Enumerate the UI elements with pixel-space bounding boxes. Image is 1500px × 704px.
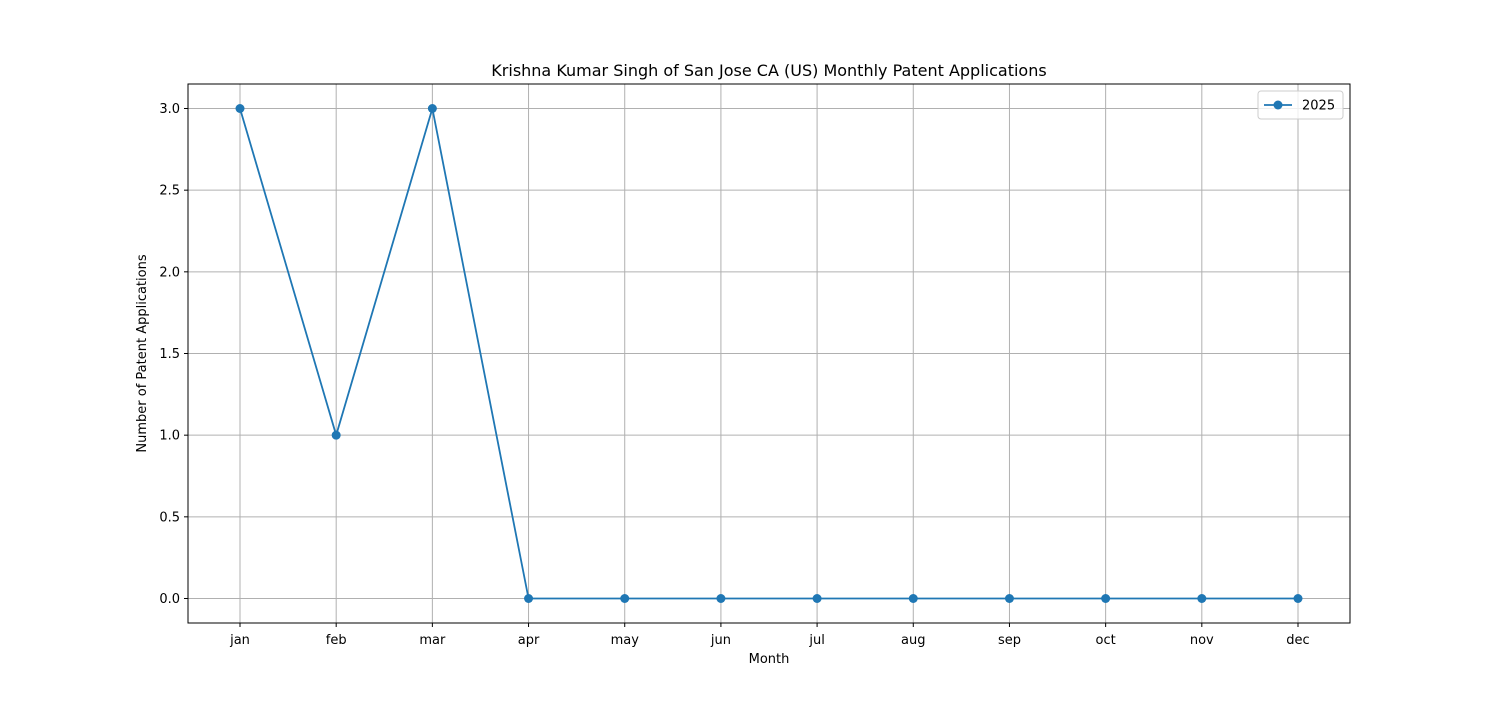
y-axis-label: Number of Patent Applications — [135, 254, 150, 452]
data-point — [1294, 594, 1303, 603]
x-tick-label: dec — [1286, 633, 1309, 648]
x-axis-label: Month — [749, 652, 790, 667]
y-tick-label: 3.0 — [159, 102, 180, 117]
x-tick-label: oct — [1096, 633, 1116, 648]
x-tick-label: mar — [419, 633, 446, 648]
x-tick-label: jul — [808, 633, 824, 648]
legend-label: 2025 — [1302, 99, 1335, 114]
x-tick-label: sep — [998, 633, 1021, 648]
data-point — [332, 431, 341, 440]
data-point — [1005, 594, 1014, 603]
data-point — [813, 594, 822, 603]
y-tick-label: 2.5 — [159, 184, 180, 199]
x-tick-label: may — [611, 633, 640, 648]
x-tick-label: jun — [710, 633, 731, 648]
legend: 2025 — [1258, 91, 1343, 119]
y-tick-label: 1.0 — [159, 429, 180, 444]
data-point — [236, 104, 245, 113]
data-point — [716, 594, 725, 603]
x-tick-label: aug — [901, 633, 925, 648]
x-tick-label: apr — [518, 633, 540, 648]
y-tick-label: 1.5 — [159, 347, 180, 362]
data-point — [428, 104, 437, 113]
chart-title: Krishna Kumar Singh of San Jose CA (US) … — [491, 61, 1046, 80]
data-point — [524, 594, 533, 603]
y-tick-label: 0.0 — [159, 592, 180, 607]
x-tick-label: jan — [229, 633, 250, 648]
data-point — [1197, 594, 1206, 603]
x-tick-label: nov — [1190, 633, 1214, 648]
y-tick-label: 2.0 — [159, 265, 180, 280]
data-point — [620, 594, 629, 603]
data-point — [1101, 594, 1110, 603]
data-point — [909, 594, 918, 603]
y-tick-label: 0.5 — [159, 510, 180, 525]
x-tick-label: feb — [326, 633, 347, 648]
x-axis-ticks: jan feb mar apr may jun jul aug sep oct nov dec — [229, 623, 1310, 648]
y-axis-ticks: 0.0 0.5 1.0 1.5 2.0 2.5 3.0 — [159, 102, 188, 607]
grid — [188, 84, 1350, 623]
legend-marker — [1274, 101, 1283, 110]
